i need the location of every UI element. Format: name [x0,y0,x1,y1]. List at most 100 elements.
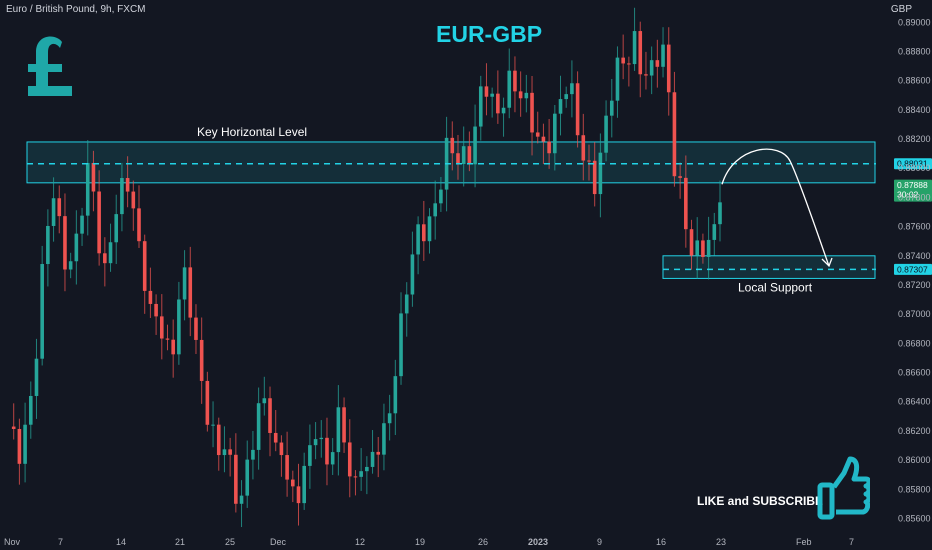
projected-arrowhead [821,257,833,268]
price-tag-value: 0.88031 [897,159,928,169]
y-tick-label: 0.88800 [898,46,931,56]
candle-body [649,60,654,76]
y-tick-label: 0.87400 [898,251,931,261]
subscribe-cta[interactable]: LIKE and SUBSCRIBE [697,494,824,508]
candle-body [74,233,79,262]
candle-body [365,466,369,472]
candle-body [456,153,460,165]
candle-body [165,338,170,340]
candle-body [154,303,158,317]
candle-body [256,403,261,450]
candle-body [541,136,546,142]
candle-body [245,459,250,496]
candle-body [308,445,312,466]
candle-body [262,398,267,404]
candle-body [325,437,329,465]
candle-body [467,146,472,165]
candle-body [279,442,284,456]
candle-body [627,63,631,65]
candle-body [684,177,688,230]
candle-body [661,44,665,67]
candle-body [330,452,335,465]
candle-body [108,242,113,264]
candle-body [701,240,705,257]
x-tick-label: 2023 [528,537,548,547]
candle-body [376,451,381,455]
candle-body [57,198,62,217]
candle-body [234,454,238,504]
axis-currency: GBP [890,4,912,15]
candle-body [148,290,153,304]
candle-body [535,132,540,137]
candle-body [399,313,403,377]
candle-body [678,176,682,178]
candle-body [40,264,44,359]
candle-body [655,60,660,67]
support-label: Local Support [738,280,813,294]
candle-body [427,216,432,242]
candle-body [490,93,494,97]
candle-body [182,267,187,300]
candle-body [285,455,289,480]
candle-body [553,113,557,154]
candle-body [382,423,386,455]
candle-body [609,100,614,116]
candle-body [11,426,16,429]
y-tick-label: 0.86000 [898,455,931,465]
candle-body [142,241,147,291]
y-tick-label: 0.87600 [898,222,931,232]
price-axis[interactable]: 0.89000 0.88800 0.88600 0.88400 0.88200 0.880… [898,17,931,523]
candle-body [268,398,272,433]
chart-title: EUR-GBP [436,21,543,47]
candle-body [507,70,512,108]
candle-body [478,86,483,127]
candle-body [547,141,551,154]
candle-body [706,239,711,257]
candle-body [621,57,625,64]
candle-body [473,126,477,165]
y-tick-label: 0.85600 [898,513,931,523]
candle-body [359,471,363,477]
candle-body [564,94,569,100]
key-level-label: Key Horizontal Level [197,125,307,139]
y-tick-label: 0.88600 [898,76,931,86]
x-tick-label: Dec [270,537,287,547]
candle-body [137,208,141,242]
candle-body [194,317,198,340]
candle-body [114,214,119,243]
x-tick-label: 25 [225,537,235,547]
candle-body [518,91,523,99]
price-tag [894,158,932,170]
candle-body [28,395,33,425]
x-tick-label: 12 [355,537,365,547]
candle-body [718,202,722,225]
candle-body [159,316,164,339]
candle-body [51,198,56,226]
candle-body [370,451,375,467]
x-tick-label: 21 [175,537,185,547]
candle-body [205,380,210,425]
price-tag [894,179,932,202]
thumbs-up-icon [817,456,870,520]
candle-body [273,432,278,443]
time-axis[interactable]: Nov 7 14 21 25 Dec 12 19 26 2023 9 16 23 Feb 7 [4,537,854,547]
candles-layer [11,7,722,528]
candle-body [131,191,136,209]
candle-body [91,162,96,192]
candle-body [615,57,620,101]
candle-body [68,261,73,270]
candle-body [17,428,22,464]
y-tick-label: 0.87800 [898,192,931,202]
candle-body [103,253,107,264]
candle-body [302,465,306,504]
candle-body [592,160,597,195]
y-tick-label: 0.86200 [898,426,931,436]
projected-path [721,148,830,267]
x-tick-label: 7 [849,537,854,547]
candle-body [313,439,318,446]
x-tick-label: 19 [415,537,425,547]
candle-body [120,178,124,215]
candle-body [689,229,694,256]
x-tick-label: 9 [597,537,602,547]
